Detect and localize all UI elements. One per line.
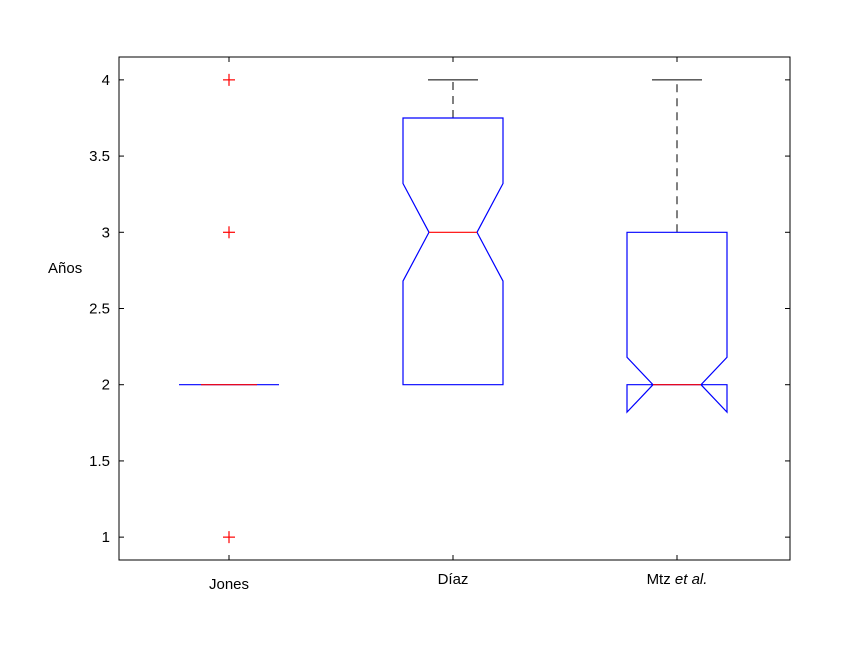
y-tick-label: 4: [102, 72, 110, 89]
y-tick-label: 3: [102, 224, 110, 241]
y-tick-label: 3.5: [89, 148, 110, 165]
boxes: [179, 73, 728, 544]
outlier-marker: [223, 531, 235, 544]
x-tick-label: Jones: [209, 576, 249, 593]
box-outline: [626, 231, 728, 414]
y-axis-label: Años: [48, 260, 82, 277]
x-tick-label: Díaz: [438, 571, 469, 588]
x-axis: Jones Díaz Mtz et al.: [209, 57, 707, 593]
y-tick-label: 1.5: [89, 453, 110, 470]
y-axis: 1 1.5 2 2.5 3 3.5 4: [89, 72, 790, 546]
plot-frame: [118, 56, 791, 561]
y-tick-label: 2.5: [89, 301, 110, 318]
outlier-marker: [223, 73, 235, 86]
outlier-marker: [223, 226, 235, 239]
box-outline: [402, 117, 504, 386]
x-tick-label: Mtz et al.: [647, 571, 708, 588]
y-tick-label: 1: [102, 529, 110, 546]
y-tick-label: 2: [102, 377, 110, 394]
